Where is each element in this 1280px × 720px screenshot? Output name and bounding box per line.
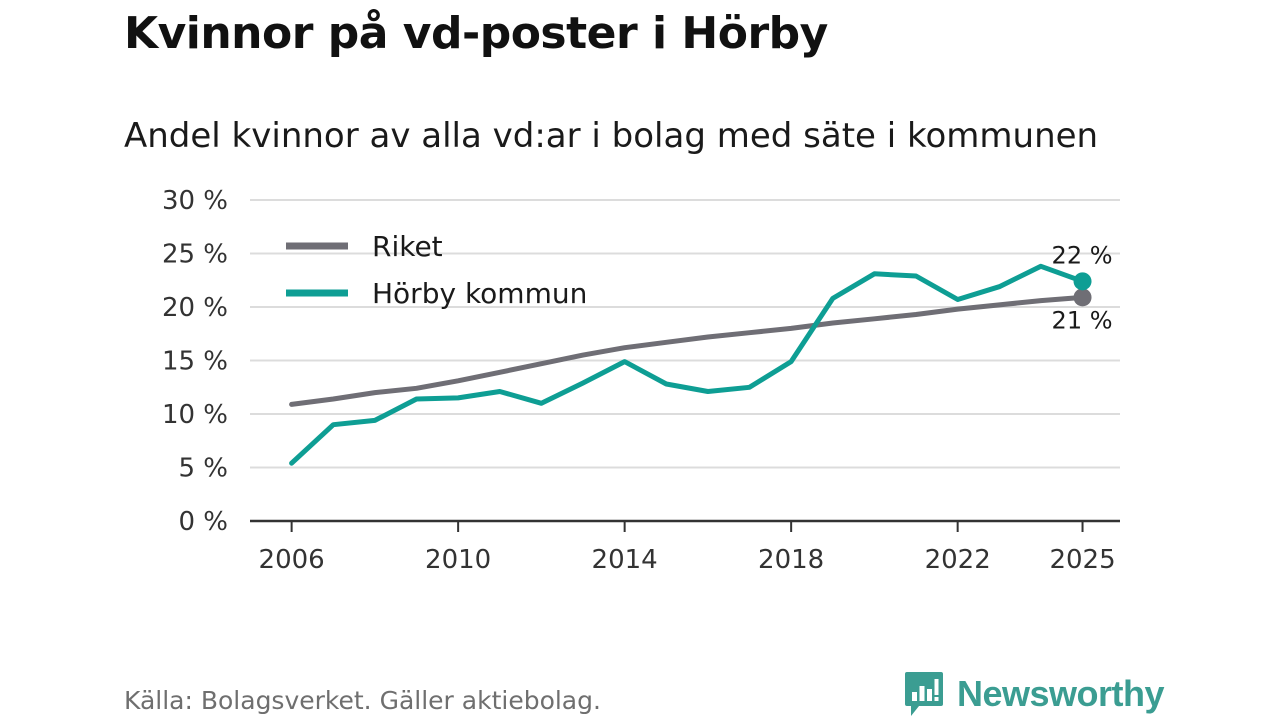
x-tick-label: 2014 [592, 545, 658, 575]
x-tick-label: 2010 [425, 545, 491, 575]
y-tick-label: 0 % [178, 507, 228, 537]
x-tick-label: 2006 [259, 545, 325, 575]
end-markers: 21 % 22 % [1052, 241, 1113, 334]
source-note: Källa: Bolagsverket. Gäller aktiebolag. [124, 686, 601, 715]
y-tick-label: 30 % [162, 186, 228, 216]
end-point-horby [1073, 272, 1092, 291]
y-tick-label: 20 % [162, 293, 228, 323]
legend: Riket Hörby kommun [286, 230, 587, 310]
legend-label: Riket [372, 230, 443, 263]
x-tick-label: 2025 [1049, 545, 1115, 575]
chart-subtitle: Andel kvinnor av alla vd:ar i bolag med … [124, 116, 1099, 156]
chart-title: Kvinnor på vd-poster i Hörby [124, 8, 828, 59]
end-label-horby: 22 % [1052, 241, 1113, 269]
y-axis-ticks: 0 % 5 % 10 % 15 % 20 % 25 % 30 % [162, 186, 228, 537]
end-point-riket [1073, 288, 1092, 307]
series-lines [289, 263, 1085, 466]
brand-name: Newsworthy [957, 673, 1165, 714]
brand-logo: Newsworthy [903, 670, 1165, 718]
end-label-riket: 21 % [1052, 306, 1113, 334]
y-tick-label: 15 % [162, 347, 228, 377]
y-tick-label: 5 % [178, 454, 228, 484]
x-axis: 2006 2010 2014 2018 2022 2025 [250, 519, 1120, 575]
x-tick-label: 2022 [925, 545, 991, 575]
x-tick-label: 2018 [758, 545, 824, 575]
newsworthy-logo-icon [905, 672, 943, 716]
y-tick-label: 10 % [162, 400, 228, 430]
y-tick-label: 25 % [162, 240, 228, 270]
series-line-riket [289, 294, 1085, 407]
series-line-horby [289, 263, 1085, 466]
legend-label: Hörby kommun [372, 277, 587, 310]
